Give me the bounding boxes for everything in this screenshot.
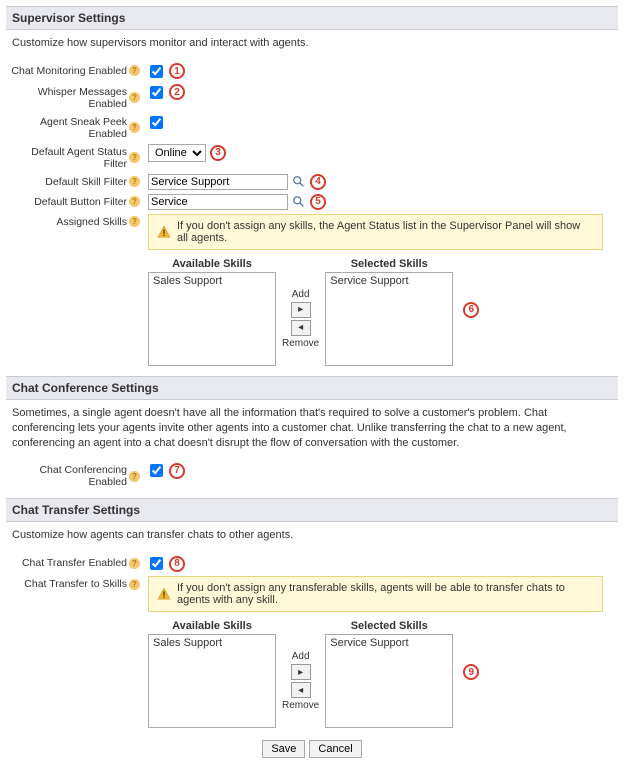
select-status-filter[interactable]: Online: [148, 144, 206, 162]
help-icon[interactable]: ?: [129, 122, 140, 133]
add-label: Add: [292, 651, 310, 662]
lookup-icon[interactable]: [292, 175, 306, 189]
warning-assigned-skills: If you don't assign any skills, the Agen…: [148, 214, 603, 250]
warning-icon: [157, 225, 171, 239]
help-icon[interactable]: ?: [129, 471, 140, 482]
checkbox-whisper[interactable]: [150, 86, 163, 99]
help-icon[interactable]: ?: [129, 65, 140, 76]
warning-transfer-skills: If you don't assign any transferable ski…: [148, 576, 603, 612]
help-icon[interactable]: ?: [129, 152, 140, 163]
label-chat-monitoring: Chat Monitoring Enabled: [11, 65, 127, 77]
add-button[interactable]: ▸: [291, 664, 311, 680]
listbox-available-skills[interactable]: Sales Support: [148, 272, 276, 366]
add-button[interactable]: ▸: [291, 302, 311, 318]
section-header-transfer: Chat Transfer Settings: [6, 498, 618, 522]
callout-1: 1: [169, 63, 185, 79]
warning-text: If you don't assign any transferable ski…: [177, 582, 594, 606]
list-item[interactable]: Service Support: [330, 275, 448, 287]
list-item[interactable]: Sales Support: [153, 637, 271, 649]
callout-9: 9: [463, 664, 479, 680]
remove-label: Remove: [282, 338, 319, 349]
warning-icon: [157, 587, 171, 601]
label-button-filter: Default Button Filter: [34, 196, 127, 208]
remove-button[interactable]: ◂: [291, 320, 311, 336]
lookup-icon[interactable]: [292, 195, 306, 209]
help-icon[interactable]: ?: [129, 216, 140, 227]
help-icon[interactable]: ?: [129, 579, 140, 590]
remove-label: Remove: [282, 700, 319, 711]
label-sneak-peek: Agent Sneak Peek Enabled: [6, 116, 127, 140]
listbox-available-skills[interactable]: Sales Support: [148, 634, 276, 728]
help-icon[interactable]: ?: [129, 176, 140, 187]
add-label: Add: [292, 289, 310, 300]
warning-text: If you don't assign any skills, the Agen…: [177, 220, 594, 244]
callout-2: 2: [169, 84, 185, 100]
section-header-supervisor: Supervisor Settings: [6, 6, 618, 30]
checkbox-transfer-enabled[interactable]: [150, 557, 163, 570]
selected-skills-head: Selected Skills: [325, 258, 453, 272]
remove-button[interactable]: ◂: [291, 682, 311, 698]
callout-8: 8: [169, 556, 185, 572]
listbox-selected-skills[interactable]: Service Support: [325, 634, 453, 728]
available-skills-head: Available Skills: [148, 620, 276, 634]
section-desc-supervisor: Customize how supervisors monitor and in…: [6, 30, 618, 61]
label-transfer-enabled: Chat Transfer Enabled: [22, 557, 127, 569]
callout-5: 5: [310, 194, 326, 210]
cancel-button[interactable]: Cancel: [309, 740, 361, 758]
section-desc-conference: Sometimes, a single agent doesn't have a…: [6, 400, 618, 461]
selected-skills-head: Selected Skills: [325, 620, 453, 634]
section-desc-transfer: Customize how agents can transfer chats …: [6, 522, 618, 553]
label-conferencing: Chat Conferencing Enabled: [6, 464, 127, 488]
checkbox-conferencing[interactable]: [150, 464, 163, 477]
save-button[interactable]: Save: [262, 740, 305, 758]
label-skill-filter: Default Skill Filter: [45, 176, 127, 188]
section-header-conference: Chat Conference Settings: [6, 376, 618, 400]
label-status-filter: Default Agent Status Filter: [6, 146, 127, 170]
input-button-filter[interactable]: [148, 194, 288, 210]
callout-3: 3: [210, 145, 226, 161]
listbox-selected-skills[interactable]: Service Support: [325, 272, 453, 366]
callout-6: 6: [463, 302, 479, 318]
input-skill-filter[interactable]: [148, 174, 288, 190]
checkbox-sneak-peek[interactable]: [150, 116, 163, 129]
label-assigned-skills: Assigned Skills: [56, 216, 127, 228]
help-icon[interactable]: ?: [129, 196, 140, 207]
callout-7: 7: [169, 463, 185, 479]
list-item[interactable]: Service Support: [330, 637, 448, 649]
list-item[interactable]: Sales Support: [153, 275, 271, 287]
callout-4: 4: [310, 174, 326, 190]
checkbox-chat-monitoring[interactable]: [150, 65, 163, 78]
label-whisper: Whisper Messages Enabled: [6, 86, 127, 110]
help-icon[interactable]: ?: [129, 92, 140, 103]
label-transfer-skills: Chat Transfer to Skills: [24, 578, 127, 590]
available-skills-head: Available Skills: [148, 258, 276, 272]
help-icon[interactable]: ?: [129, 558, 140, 569]
